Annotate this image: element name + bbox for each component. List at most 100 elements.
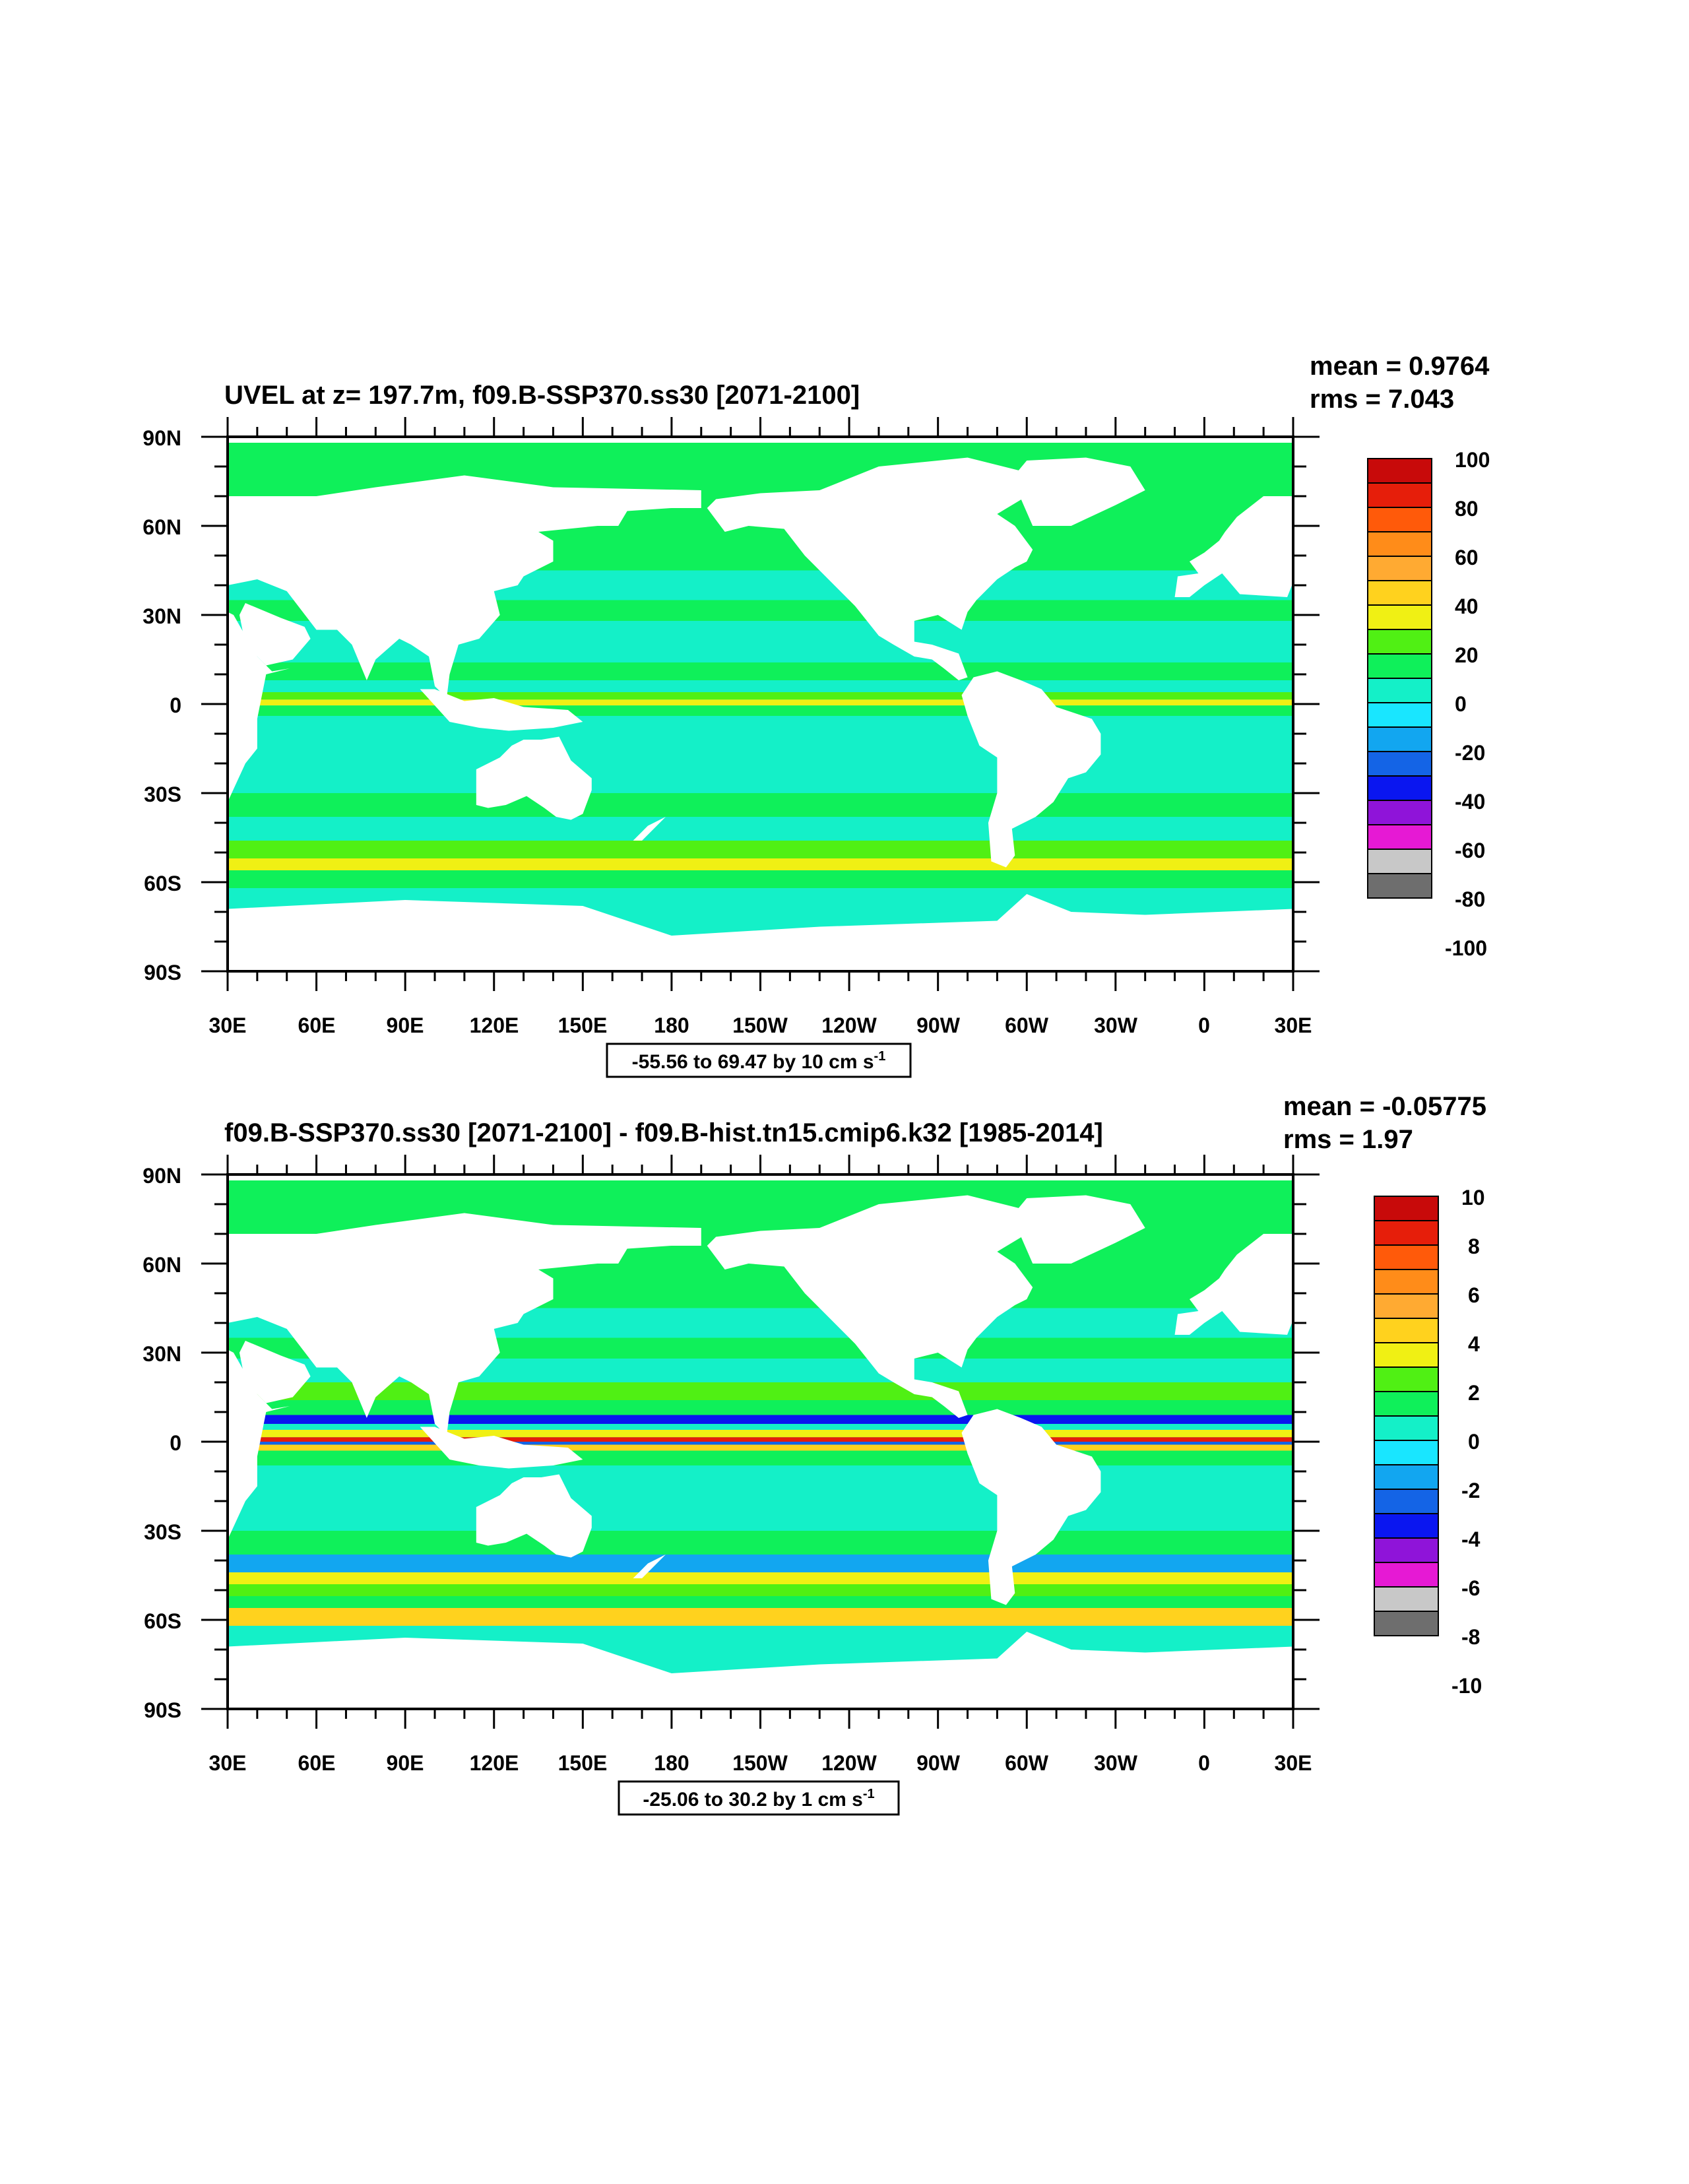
colorbar-label: -100 [1445, 936, 1487, 960]
zonal-band [228, 1555, 1293, 1572]
colorbar-swatch [1367, 653, 1432, 679]
rms-value: rms = 1.97 [1283, 1125, 1413, 1154]
colorbar-swatch [1367, 824, 1432, 850]
land-australia [476, 736, 592, 820]
colorbar-swatch [1367, 580, 1432, 606]
map-plot-area [201, 1155, 1320, 1729]
zonal-band [228, 1437, 1293, 1442]
map-frame [226, 1173, 1294, 1710]
range-label: -55.56 to 69.47 by 10 cm s [632, 1051, 874, 1073]
colorbar-swatch [1367, 702, 1432, 728]
colorbar-label: -6 [1461, 1576, 1480, 1600]
lon-tick-label: 30E [209, 1013, 247, 1037]
colorbar-label: 100 [1455, 448, 1490, 472]
colorbar [1374, 1196, 1439, 1636]
zonal-band [228, 705, 1293, 716]
colorbar-swatch [1367, 726, 1432, 752]
land-nz [633, 817, 666, 841]
colorbar-swatch [1374, 1440, 1439, 1465]
land-europe [1174, 1234, 1293, 1335]
colorbar-label: -8 [1461, 1625, 1480, 1649]
lat-tick-label: 30N [143, 604, 181, 628]
land-asia [228, 475, 701, 698]
colorbar-swatch [1367, 775, 1432, 801]
zonal-band [228, 1382, 1293, 1400]
zonal-band [228, 841, 1293, 858]
colorbar-swatch [1367, 507, 1432, 532]
lon-tick-label: 180 [654, 1013, 689, 1037]
colorbar-swatch [1374, 1464, 1439, 1490]
colorbar-label: 4 [1468, 1332, 1480, 1356]
land-greenland [1011, 457, 1145, 526]
lat-tick-label: 0 [170, 1431, 181, 1455]
contour-range-box: -25.06 to 30.2 by 1 cm s-1 [618, 1780, 900, 1816]
colorbar-swatch [1374, 1342, 1439, 1368]
lon-tick-label: 90E [387, 1013, 424, 1037]
colorbar-swatch [1367, 800, 1432, 825]
range-label: -25.06 to 30.2 by 1 cm s [643, 1789, 863, 1811]
land-n-america [707, 1195, 1033, 1418]
map-frame [226, 435, 1294, 973]
axis-ticks [201, 1155, 1320, 1729]
colorbar-label: 0 [1455, 692, 1467, 716]
lat-tick-label: 60N [143, 515, 181, 539]
colorbar-label: -80 [1455, 887, 1485, 911]
zonal-band [228, 1415, 1293, 1424]
colorbar-label: 0 [1468, 1430, 1480, 1454]
lon-tick-label: 180 [654, 1751, 689, 1775]
lon-tick-label: 30E [209, 1751, 247, 1775]
lon-tick-label: 150E [558, 1751, 608, 1775]
colorbar-swatch [1374, 1586, 1439, 1612]
lon-tick-label: 90W [916, 1751, 961, 1775]
contour-range-box: -55.56 to 69.47 by 10 cm s-1 [606, 1043, 912, 1078]
lon-tick-label: 120W [821, 1013, 877, 1037]
colorbar-swatch [1367, 531, 1432, 557]
colorbar-label: 20 [1455, 643, 1479, 667]
lat-tick-label: 90S [144, 1698, 181, 1722]
colorbar-swatch [1374, 1562, 1439, 1588]
lon-tick-label: 30W [1094, 1013, 1138, 1037]
lon-tick-label: 120W [821, 1751, 877, 1775]
land-africa [228, 1349, 290, 1540]
colorbar-swatch [1367, 849, 1432, 874]
range-unit-exponent: -1 [874, 1049, 886, 1064]
lat-tick-label: 60N [143, 1253, 181, 1277]
latitude-labels: 90N 60N 30N 0 30S 60S 90S [143, 426, 181, 984]
lon-tick-label: 60E [298, 1013, 336, 1037]
zonal-band [228, 1450, 1293, 1465]
lon-tick-label: 60E [298, 1751, 336, 1775]
colorbar-swatch [1374, 1318, 1439, 1343]
map-plot-area [201, 417, 1320, 991]
svg-text:-25.06 to 30.2 by 1 cm s-1: -25.06 to 30.2 by 1 cm s-1 [643, 1787, 874, 1811]
lat-tick-label: 60S [144, 872, 181, 895]
land-indonesia [420, 689, 583, 731]
colorbar-swatch [1374, 1489, 1439, 1514]
zonal-band [228, 680, 1293, 692]
colorbar-swatch [1367, 458, 1432, 484]
land-arctic-cap [228, 1174, 1293, 1180]
lon-tick-label: 90W [916, 1013, 961, 1037]
colorbar-swatch [1374, 1513, 1439, 1539]
colorbar-swatch [1374, 1293, 1439, 1319]
map-panel-top: UVEL at z= 197.7m, f09.B-SSP370.ss30 [20… [143, 352, 1490, 1078]
lat-tick-label: 60S [144, 1609, 181, 1633]
panel-title: UVEL at z= 197.7m, f09.B-SSP370.ss30 [20… [224, 381, 860, 410]
colorbar-label: -20 [1455, 741, 1485, 765]
land-australia [476, 1474, 592, 1558]
lon-tick-label: 150E [558, 1013, 608, 1037]
colorbar [1367, 458, 1432, 899]
colorbar-swatch [1374, 1220, 1439, 1246]
zonal-band [228, 858, 1293, 870]
mean-value: mean = 0.9764 [1310, 352, 1490, 381]
land-africa [228, 612, 290, 802]
land-antarctica [228, 894, 1293, 971]
colorbar-swatch [1374, 1537, 1439, 1563]
zonal-band [228, 793, 1293, 817]
land-s-america [961, 671, 1101, 868]
lon-tick-label: 30E [1275, 1013, 1312, 1037]
colorbar-swatch [1374, 1196, 1439, 1221]
lon-tick-label: 60W [1005, 1013, 1049, 1037]
land-europe [1174, 496, 1293, 597]
zonal-band [228, 1465, 1293, 1495]
